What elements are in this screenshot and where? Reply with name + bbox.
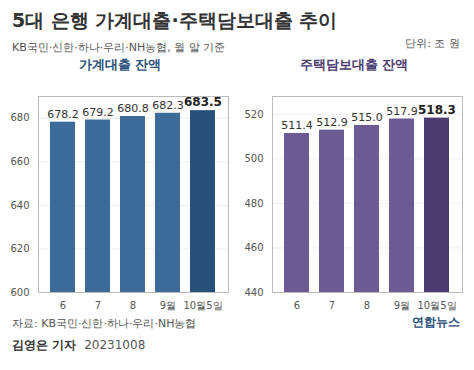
svg-text:480: 480 bbox=[244, 198, 263, 209]
svg-text:10월5일: 10월5일 bbox=[183, 300, 222, 311]
html-text:주택담보대출 잔액: 주택담보대출 잔액 bbox=[299, 57, 409, 72]
svg-text:600: 600 bbox=[10, 287, 29, 298]
svg-text:460: 460 bbox=[244, 242, 263, 253]
svg-text:680: 680 bbox=[10, 112, 29, 123]
svg-text:620: 620 bbox=[10, 243, 29, 254]
svg-text:660: 660 bbox=[10, 156, 29, 167]
svg-text:9월: 9월 bbox=[394, 300, 410, 311]
svg-text:511.4: 511.4 bbox=[281, 119, 313, 132]
html-text:자료: KB국민·신한·하나·우리·NH농협: 자료: KB국민·신한·하나·우리·NH농협 bbox=[12, 317, 197, 330]
svg-text:6: 6 bbox=[294, 300, 300, 311]
svg-text:678.2: 678.2 bbox=[47, 108, 79, 121]
svg-text:518.3: 518.3 bbox=[418, 103, 456, 117]
html-text:KB국민·신한·하나·우리·NH농협, 월 말 기준: KB국민·신한·하나·우리·NH농협, 월 말 기준 bbox=[12, 41, 226, 54]
svg-text:640: 640 bbox=[10, 200, 29, 211]
svg-text:8: 8 bbox=[130, 300, 136, 311]
svg-text:440: 440 bbox=[244, 287, 263, 298]
svg-text:500: 500 bbox=[244, 153, 263, 164]
svg-text:520: 520 bbox=[244, 109, 263, 120]
svg-text:683.5: 683.5 bbox=[184, 95, 222, 109]
svg-text:517.9: 517.9 bbox=[386, 105, 418, 118]
svg-text:679.2: 679.2 bbox=[82, 106, 114, 119]
svg-text:10월5일: 10월5일 bbox=[417, 300, 456, 311]
svg-text:7: 7 bbox=[329, 300, 335, 311]
svg-text:680.8: 680.8 bbox=[117, 102, 149, 115]
svg-text:512.9: 512.9 bbox=[316, 116, 348, 129]
svg-text:682.3: 682.3 bbox=[152, 99, 184, 112]
html-text:가계대출 잔액: 가계대출 잔액 bbox=[78, 57, 162, 72]
svg-text:7: 7 bbox=[95, 300, 101, 311]
svg-text:9월: 9월 bbox=[160, 300, 176, 311]
html-text:김영은 기자: 김영은 기자 bbox=[12, 338, 77, 352]
html-text:5대 은행 가계대출·주택담보대출 추이: 5대 은행 가계대출·주택담보대출 추이 bbox=[12, 9, 338, 31]
svg-text:6: 6 bbox=[60, 300, 66, 311]
html-text:연합뉴스: 연합뉴스 bbox=[412, 315, 460, 329]
svg-text:8: 8 bbox=[364, 300, 370, 311]
html-text:20231008: 20231008 bbox=[84, 338, 146, 352]
html-text:단위: 조 원: 단위: 조 원 bbox=[405, 37, 460, 50]
svg-text:515.0: 515.0 bbox=[351, 111, 383, 124]
